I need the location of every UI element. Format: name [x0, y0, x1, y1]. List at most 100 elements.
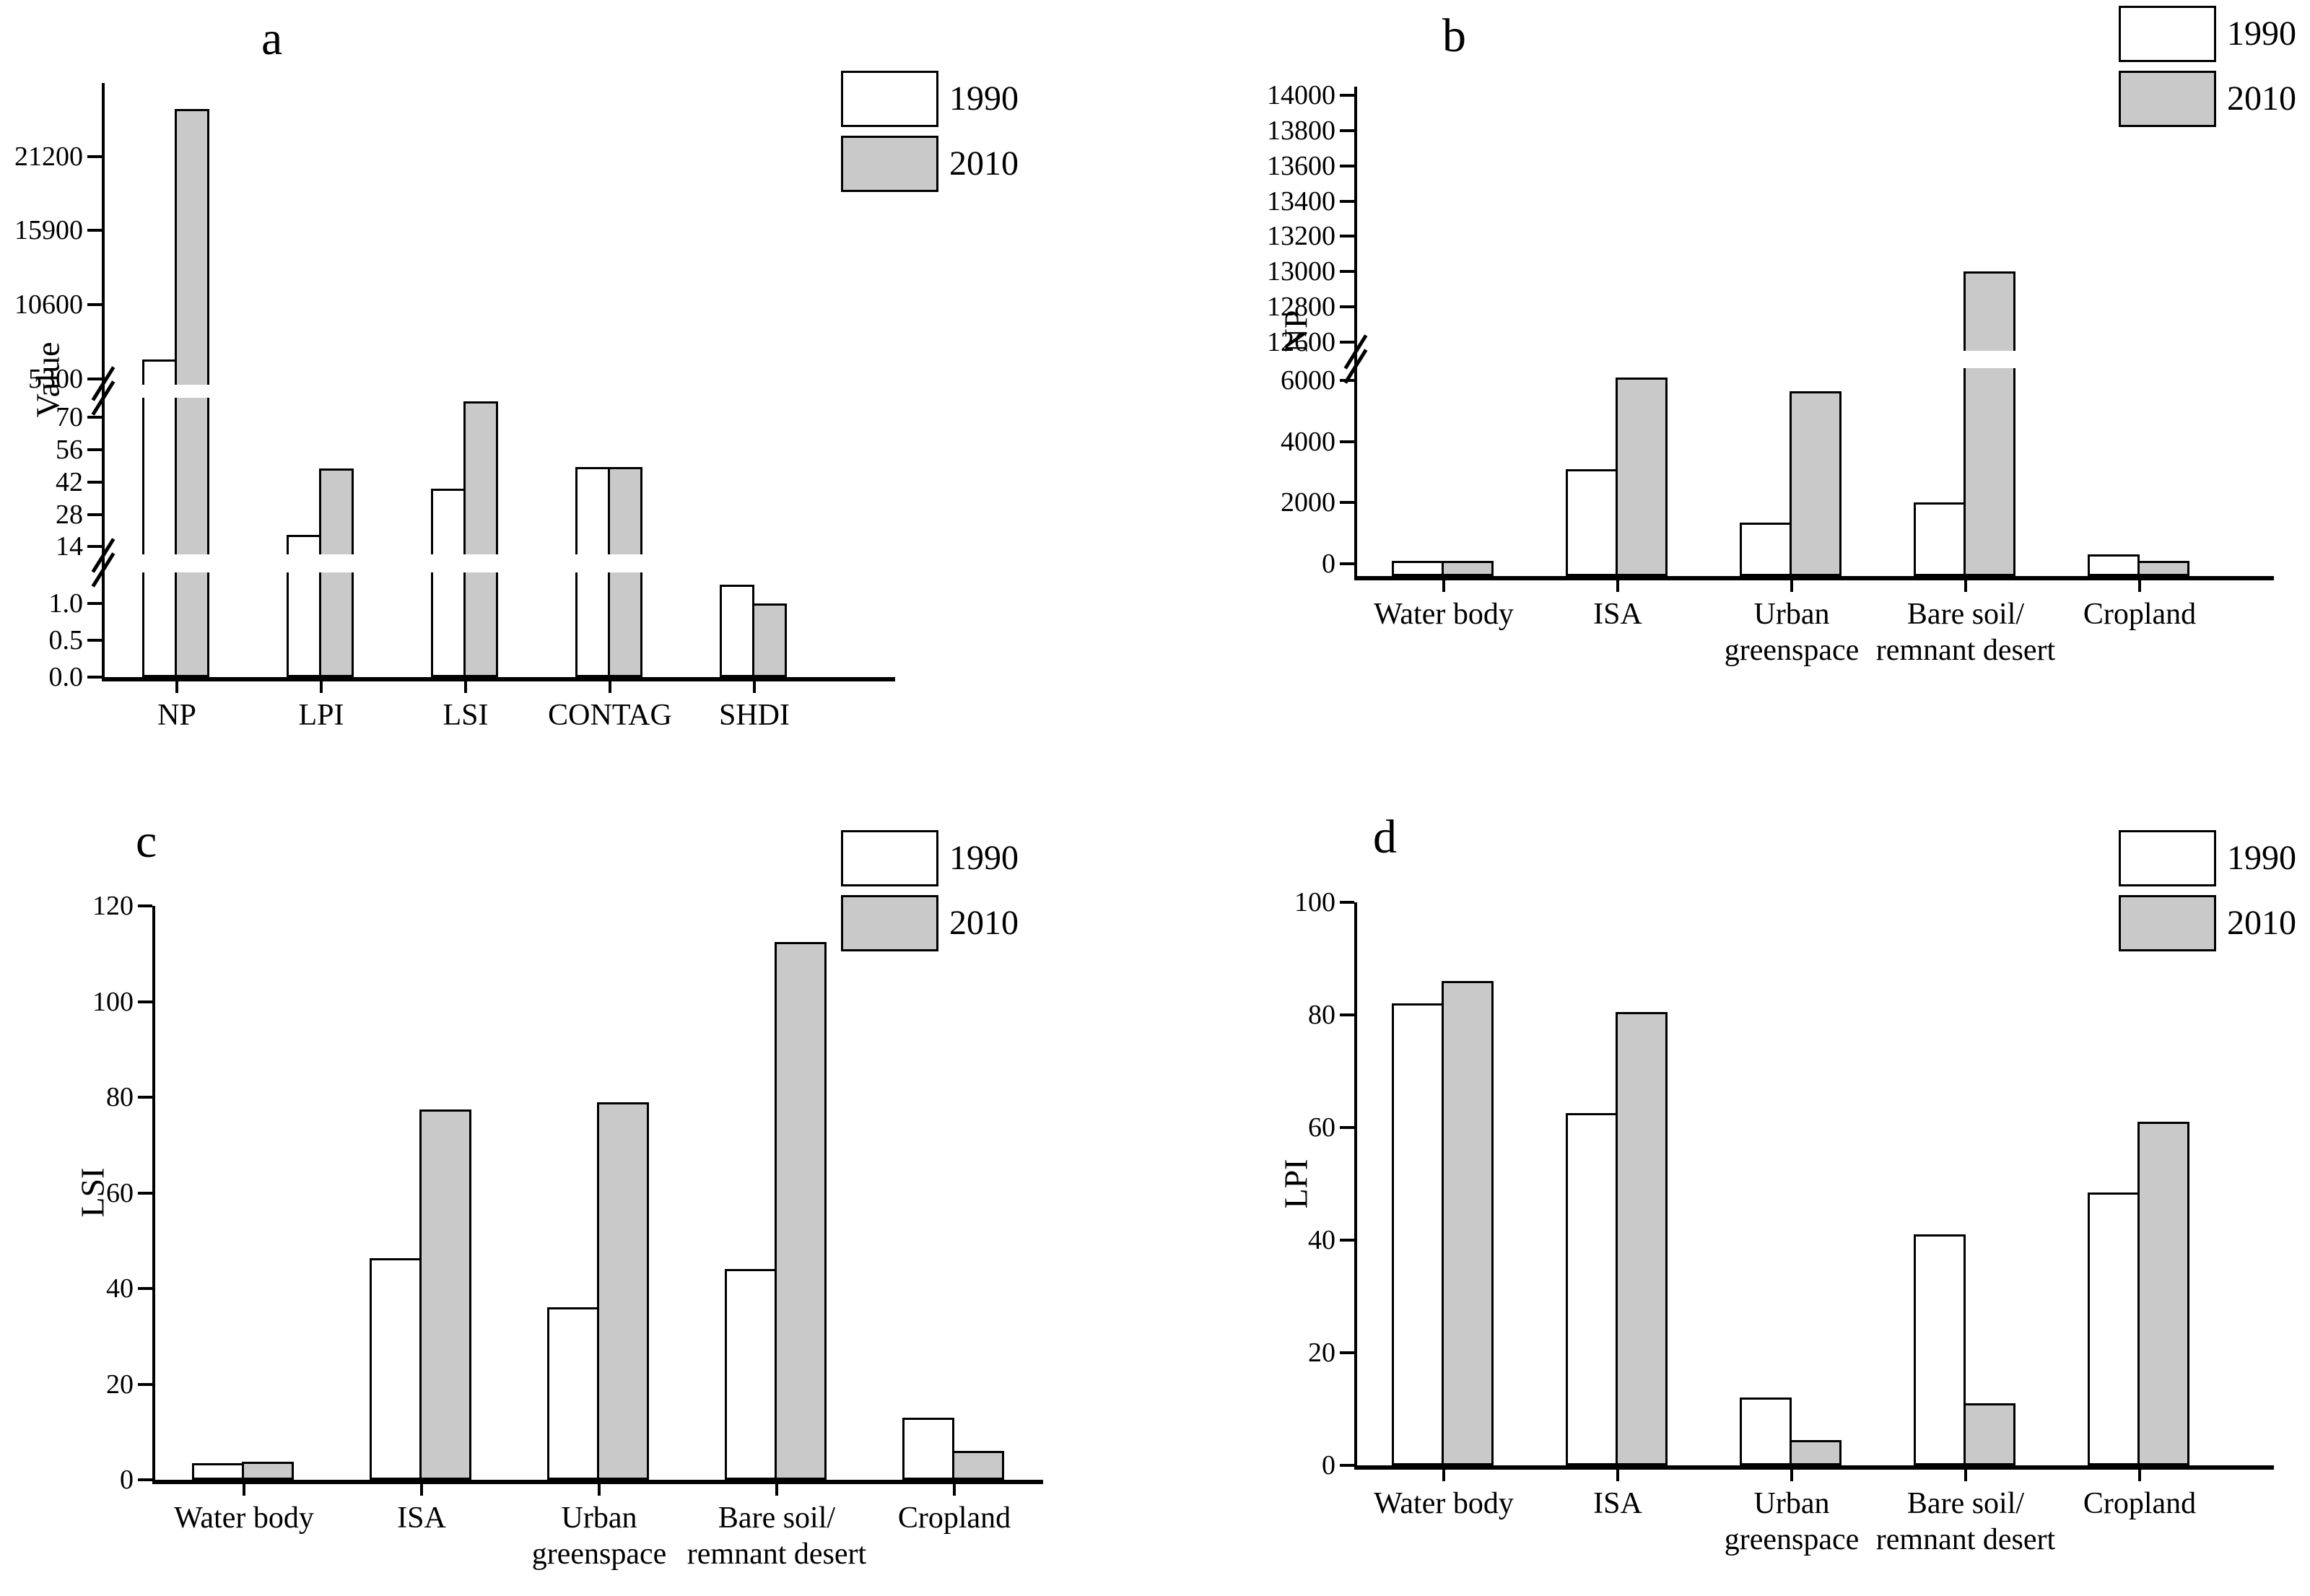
y-tick-label-c-60: 60	[106, 1177, 134, 1208]
bar-a-3-1990	[431, 489, 466, 677]
y-tick-label-c-40: 40	[106, 1273, 134, 1304]
x-tick-c-3	[598, 1484, 601, 1496]
y-tick-label-b-6000: 6000	[1281, 365, 1335, 396]
legend-swatch-c-2010	[841, 895, 938, 951]
y-tick-label-c-100: 100	[92, 986, 134, 1017]
y-tick-a-42	[87, 480, 102, 484]
bar-d-1-2010	[1442, 981, 1494, 1465]
category-label-c-3: Urban greenspace	[531, 1501, 667, 1571]
plot-area-c: Water body ISA Urban greenspace Bare soil/ …	[92, 892, 1043, 1571]
bar-d-4-1990	[1914, 1234, 1966, 1465]
y-tick-c-20	[138, 1382, 152, 1386]
x-axis-d	[1354, 1465, 2274, 1470]
legend-label-a-1990: 1990	[949, 79, 1019, 118]
bar-c-1-1990	[192, 1463, 244, 1480]
bar-d-3-2010	[1790, 1440, 1842, 1465]
x-tick-c-1	[243, 1484, 245, 1496]
bar-a-3-2010	[463, 401, 498, 677]
legend-swatch-b-2010	[2119, 71, 2216, 127]
bar-d-4-2010	[1964, 1403, 2015, 1465]
y-tick-label-c-0: 0	[120, 1465, 134, 1495]
bar-c-4-2010	[775, 942, 827, 1480]
y-tick-label-a-14: 14	[56, 531, 83, 562]
y-tick-label-a-70: 70	[56, 402, 83, 433]
y-tick-label-a-10600: 10600	[14, 289, 83, 320]
y-axis-d	[1354, 902, 1357, 1470]
legend-label-a-2010: 2010	[949, 144, 1019, 183]
plot-area-a: NP LPI LSI CONTAG SHDI 0.0 0.5 1.0 14 28 42 56 70 530…	[14, 83, 895, 732]
category-label-a-2: LPI	[298, 699, 344, 732]
y-tick-d-60	[1340, 1126, 1354, 1129]
y-tick-a-0.5	[87, 638, 102, 642]
bar-a-5-2010	[752, 603, 787, 677]
legend-label-d-1990: 1990	[2227, 839, 2296, 877]
y-tick-d-80	[1340, 1013, 1354, 1016]
panel-letter-d: d	[1373, 811, 1397, 863]
y-tick-b-13800	[1340, 129, 1354, 133]
y-tick-label-c-20: 20	[106, 1369, 134, 1400]
category-label-d-5: Cropland	[2083, 1487, 2197, 1520]
bar-d-3-1990	[1740, 1397, 1792, 1465]
bar-b-3-2010	[1790, 391, 1842, 576]
category-label-d-4: Bare soil/ remnant desert	[1875, 1487, 2056, 1557]
bar-b-4-2010	[1964, 271, 2015, 576]
x-tick-b-3	[1790, 580, 1793, 592]
y-tick-c-60	[138, 1191, 152, 1195]
category-label-c-5: Cropland	[897, 1501, 1011, 1535]
y-tick-label-d-100: 100	[1294, 887, 1335, 917]
legend-swatch-a-1990	[841, 71, 938, 127]
category-label-b-2: ISA	[1593, 598, 1642, 631]
legend-swatch-b-1990	[2119, 6, 2216, 62]
x-tick-a-1	[175, 681, 178, 693]
y-tick-label-a-0.0: 0.0	[48, 662, 84, 692]
y-tick-a-56	[87, 448, 102, 452]
x-tick-d-3	[1790, 1470, 1793, 1481]
category-label-a-3: LSI	[443, 699, 489, 732]
x-tick-b-1	[1442, 580, 1445, 592]
bar-gap-a-1	[107, 554, 895, 573]
x-tick-a-5	[753, 681, 756, 693]
bar-a-2-2010	[319, 468, 354, 677]
legend-swatch-d-2010	[2119, 895, 2216, 951]
bar-d-2-1990	[1566, 1113, 1618, 1465]
bar-c-3-2010	[597, 1102, 649, 1480]
bar-b-5-2010	[2137, 561, 2189, 576]
category-label-a-4: CONTAG	[548, 699, 672, 732]
y-tick-a-1.0	[87, 601, 102, 605]
x-tick-b-4	[1964, 580, 1967, 592]
y-tick-label-d-60: 60	[1308, 1112, 1335, 1143]
y-tick-label-a-1.0: 1.0	[48, 588, 84, 619]
y-tick-a-21200	[87, 154, 102, 158]
bar-b-3-1990	[1740, 523, 1792, 576]
category-label-a-5: SHDI	[718, 699, 790, 732]
category-label-b-3: Urban greenspace	[1724, 598, 1860, 668]
x-tick-c-5	[953, 1484, 956, 1496]
y-tick-d-0	[1340, 1464, 1354, 1467]
x-tick-d-2	[1616, 1470, 1619, 1481]
y-tick-label-a-56: 56	[56, 435, 83, 466]
x-tick-d-4	[1964, 1470, 1967, 1481]
legend-label-d-2010: 2010	[2227, 904, 2296, 942]
y-tick-a-0.0	[87, 676, 102, 679]
bar-b-5-1990	[2088, 554, 2140, 576]
x-axis-b	[1354, 576, 2274, 580]
y-tick-label-b-12800: 12800	[1267, 292, 1335, 323]
panel-letter-b: b	[1442, 9, 1466, 62]
bar-c-2-1990	[370, 1258, 422, 1480]
x-tick-d-5	[2138, 1470, 2141, 1481]
y-tick-c-40	[138, 1287, 152, 1290]
y-tick-a-70	[87, 416, 102, 419]
bar-b-1-1990	[1392, 561, 1444, 576]
y-tick-b-2000	[1340, 501, 1354, 505]
legend-label-c-1990: 1990	[949, 839, 1019, 877]
y-tick-c-0	[138, 1478, 152, 1481]
y-tick-label-b-14000: 14000	[1267, 80, 1335, 111]
y-tick-label-c-80: 80	[106, 1082, 134, 1112]
x-tick-c-2	[420, 1484, 423, 1496]
y-tick-label-d-80: 80	[1308, 1000, 1335, 1030]
bar-a-1-1990	[142, 359, 177, 677]
category-label-c-4: Bare soil/ remnant desert	[687, 1501, 867, 1571]
y-tick-a-5300	[87, 377, 102, 380]
y-tick-a-15900	[87, 229, 102, 232]
